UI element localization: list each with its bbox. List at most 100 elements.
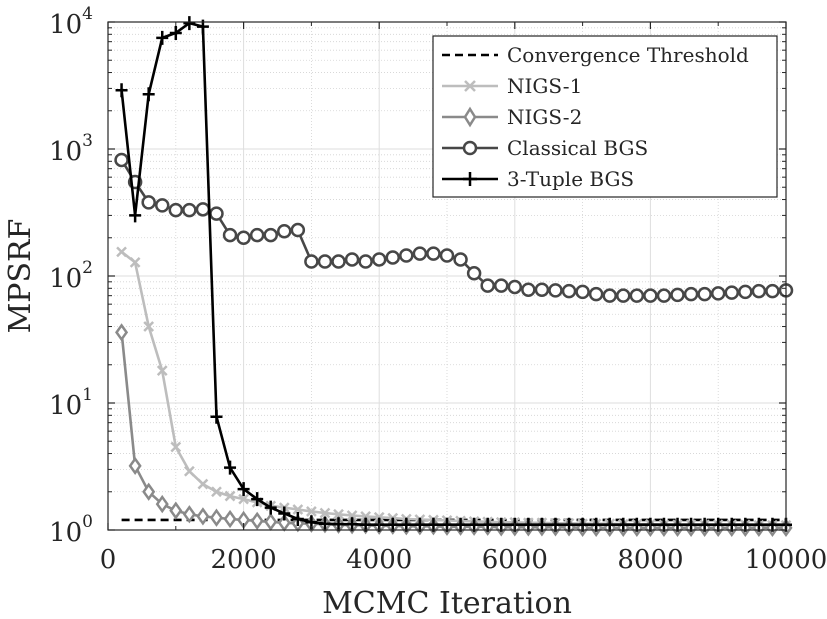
data-point-classical-bgs (575, 284, 590, 300)
data-point-classical-bgs (331, 254, 346, 269)
data-point-nigs-1 (197, 478, 209, 490)
y-axis-title: MPSRF (3, 219, 38, 334)
data-point-3-tuple-bgs (237, 482, 250, 497)
data-point-classical-bgs (209, 206, 224, 221)
data-point-nigs-1 (143, 321, 155, 332)
data-point-nigs-2 (250, 511, 264, 531)
x-tick-label: 8000 (617, 545, 683, 575)
data-point-classical-bgs (697, 286, 712, 302)
data-point-classical-bgs (439, 248, 455, 263)
data-point-nigs-2 (264, 512, 278, 531)
legend-marker-nigs-2 (463, 106, 477, 128)
legend-entry-nigs-2: NIGS-2 (442, 105, 582, 129)
data-point-classical-bgs (466, 266, 482, 281)
x-tick-label: 10000 (745, 545, 827, 575)
data-point-classical-bgs (371, 252, 387, 267)
x-tick-label: 6000 (482, 545, 548, 575)
x-tick-label: 2000 (211, 545, 277, 575)
data-point-classical-bgs (385, 250, 401, 265)
data-point-classical-bgs (290, 222, 306, 238)
data-point-nigs-2 (223, 509, 237, 529)
data-point-classical-bgs (656, 288, 672, 303)
data-point-nigs-2 (142, 482, 156, 501)
data-point-nigs-1 (170, 441, 182, 453)
data-point-classical-bgs (507, 279, 523, 295)
data-point-3-tuple-bgs (318, 516, 331, 531)
data-point-nigs-2 (169, 501, 183, 520)
data-point-nigs-1 (116, 246, 127, 258)
data-point-nigs-2 (196, 507, 210, 526)
data-point-classical-bgs (236, 230, 251, 246)
y-tick-label: 103 (49, 131, 93, 167)
data-point-classical-bgs (548, 283, 563, 298)
x-tick-label: 4000 (346, 545, 412, 575)
data-point-classical-bgs (643, 288, 658, 303)
data-point-classical-bgs (344, 252, 360, 267)
data-point-3-tuple-bgs (156, 30, 169, 45)
series-classical-bgs (114, 152, 794, 303)
data-point-classical-bgs (182, 202, 197, 218)
legend-label-nigs-1: NIGS-1 (507, 74, 582, 98)
data-point-nigs-1 (333, 508, 344, 520)
data-point-nigs-2 (128, 456, 142, 475)
data-point-classical-bgs (141, 195, 156, 210)
y-tick-label: 102 (49, 258, 93, 294)
data-point-classical-bgs (710, 286, 726, 301)
data-point-nigs-1 (183, 465, 195, 477)
data-point-classical-bgs (616, 288, 631, 303)
data-point-nigs-1 (306, 506, 317, 517)
data-point-classical-bgs (412, 246, 428, 261)
data-point-3-tuple-bgs (264, 500, 277, 515)
y-tick-label: 100 (49, 512, 93, 548)
data-point-nigs-1 (224, 490, 236, 502)
data-point-3-tuple-bgs (291, 512, 304, 527)
data-point-3-tuple-bgs (183, 16, 196, 31)
data-point-classical-bgs (724, 285, 740, 300)
data-point-3-tuple-bgs (251, 492, 264, 507)
data-point-3-tuple-bgs (142, 87, 155, 102)
y-tick-label: 104 (49, 4, 93, 40)
data-point-classical-bgs (399, 248, 414, 263)
data-point-3-tuple-bgs (332, 517, 345, 532)
data-point-classical-bgs (588, 286, 604, 302)
data-point-classical-bgs (480, 278, 495, 293)
data-point-nigs-2 (155, 494, 169, 514)
data-point-nigs-2 (209, 508, 224, 527)
legend-entry-3-tuple-bgs: 3-Tuple BGS (442, 167, 634, 191)
data-point-nigs-1 (211, 486, 222, 498)
data-point-classical-bgs (738, 284, 753, 300)
data-point-classical-bgs (521, 282, 536, 297)
legend-label-convergence-threshold: Convergence Threshold (507, 43, 749, 67)
data-point-3-tuple-bgs (224, 460, 237, 475)
data-point-3-tuple-bgs (169, 25, 182, 40)
series-group (114, 16, 794, 537)
data-point-3-tuple-bgs (346, 517, 359, 532)
data-point-classical-bgs (602, 288, 617, 303)
data-point-nigs-2 (115, 323, 129, 342)
data-point-classical-bgs (304, 254, 319, 269)
legend-entry-convergence-threshold: Convergence Threshold (442, 43, 749, 67)
legend-marker-3-tuple-bgs (463, 172, 477, 186)
data-point-classical-bgs (154, 198, 170, 213)
legend-label-nigs-2: NIGS-2 (507, 105, 582, 129)
data-point-classical-bgs (195, 202, 211, 217)
data-point-3-tuple-bgs (129, 208, 142, 223)
data-point-classical-bgs (168, 202, 184, 218)
legend-entry-classical-bgs: Classical BGS (442, 136, 648, 160)
data-point-3-tuple-bgs (210, 409, 223, 424)
data-point-classical-bgs (561, 283, 577, 299)
data-point-classical-bgs (670, 287, 685, 303)
data-point-nigs-1 (156, 365, 168, 376)
legend-label-3-tuple-bgs: 3-Tuple BGS (507, 167, 634, 191)
y-tick-label: 101 (49, 385, 93, 421)
data-point-3-tuple-bgs (278, 506, 291, 521)
data-point-3-tuple-bgs (115, 83, 128, 98)
legend-entry-nigs-1: NIGS-1 (442, 74, 582, 98)
data-point-classical-bgs (263, 227, 278, 243)
data-point-classical-bgs (453, 252, 468, 267)
x-tick-label: 0 (100, 545, 117, 575)
data-point-classical-bgs (114, 152, 129, 168)
x-axis-title: MCMC Iteration (322, 586, 572, 619)
legend-marker-nigs-1 (464, 80, 476, 92)
